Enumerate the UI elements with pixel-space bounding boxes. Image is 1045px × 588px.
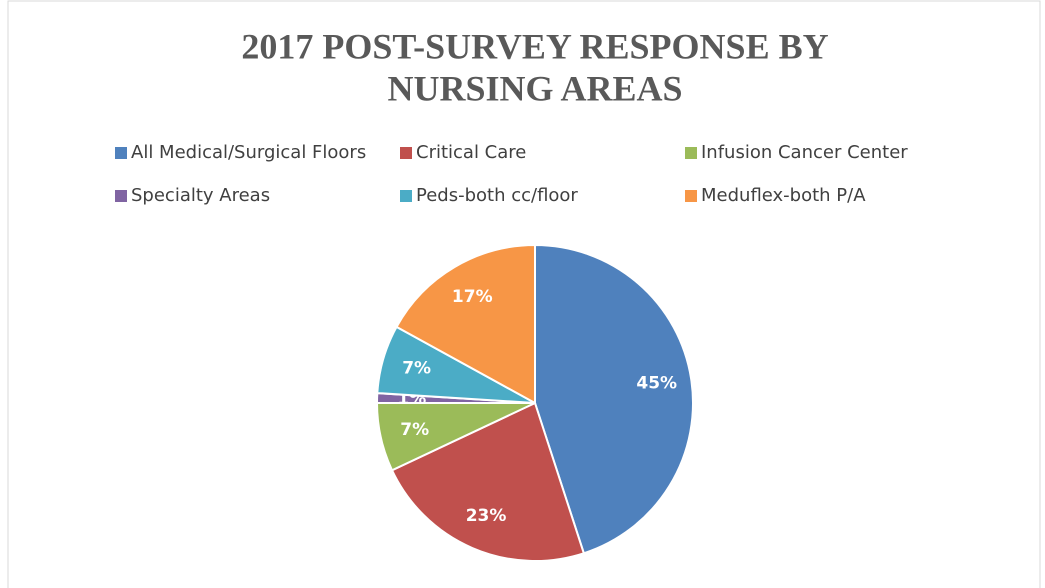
data-label: 45% <box>636 374 677 394</box>
legend-label: Meduflex-both P/A <box>701 185 866 206</box>
chart-border <box>7 0 1041 588</box>
legend-label: All Medical/Surgical Floors <box>131 142 366 163</box>
legend-label: Specialty Areas <box>131 185 270 206</box>
pie-slice <box>395 243 536 405</box>
legend-swatch <box>400 190 412 202</box>
data-label: 7% <box>402 359 431 379</box>
data-label: 23% <box>466 506 507 526</box>
chart-title: NURSING AREAS <box>387 68 682 108</box>
data-label: 7% <box>400 420 429 440</box>
data-label: 17% <box>452 287 493 307</box>
legend-label: Peds-both cc/floor <box>416 185 578 206</box>
legend-swatch <box>115 190 127 202</box>
legend-label: Critical Care <box>416 142 526 163</box>
legend-swatch <box>115 147 127 159</box>
legend-swatch <box>685 147 697 159</box>
legend-swatch <box>400 147 412 159</box>
legend-swatch <box>685 190 697 202</box>
chart-title: 2017 POST-SURVEY RESPONSE BY <box>241 26 828 66</box>
pie-slice <box>390 401 586 562</box>
pie-slice <box>534 243 694 555</box>
legend-label: Infusion Cancer Center <box>701 142 908 163</box>
